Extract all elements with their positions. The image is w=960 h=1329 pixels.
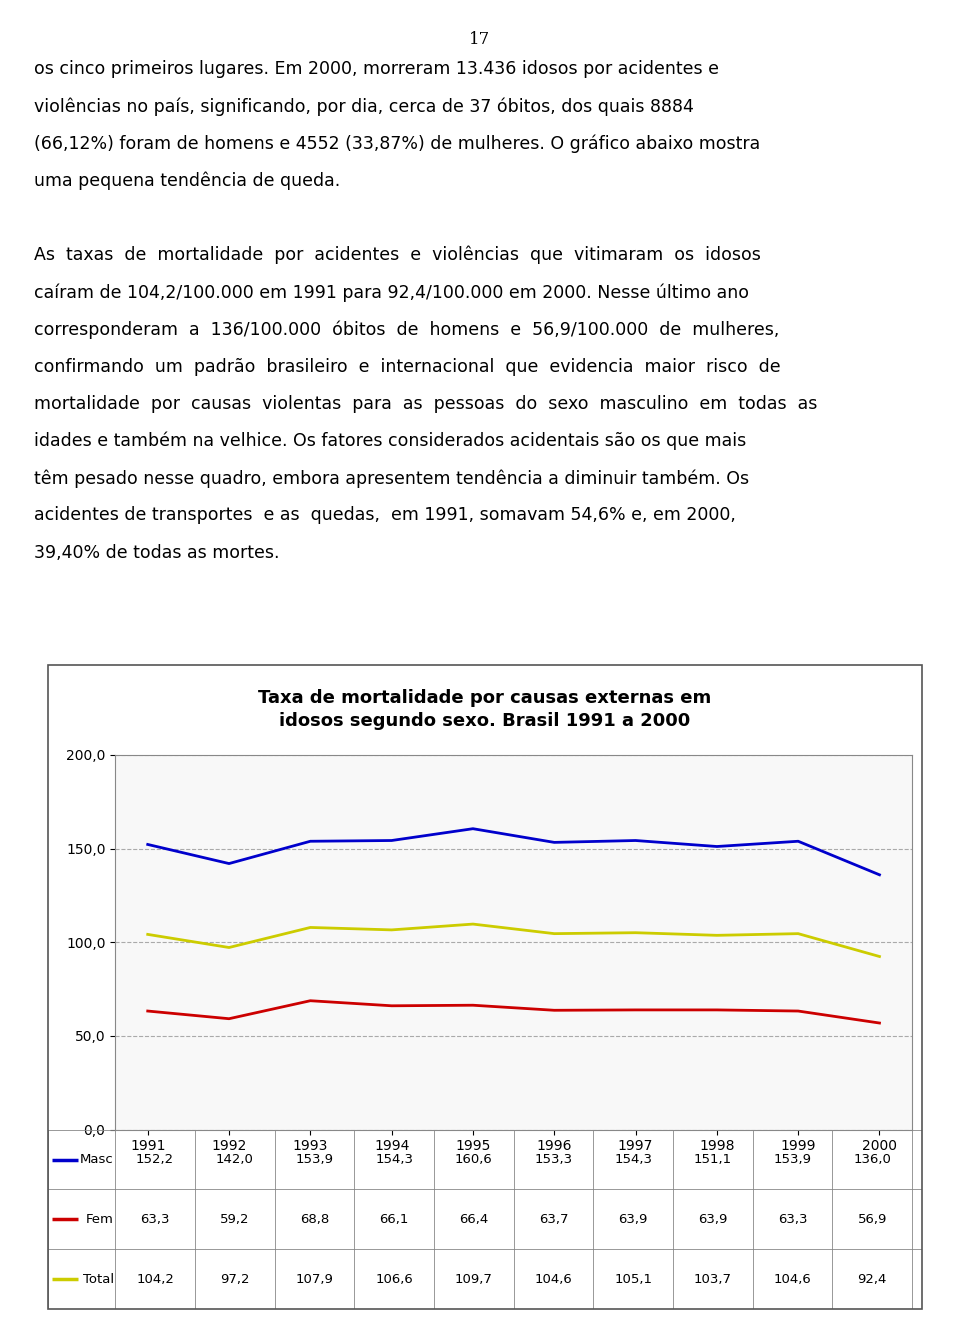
Text: 105,1: 105,1 xyxy=(614,1273,652,1285)
Text: 106,6: 106,6 xyxy=(375,1273,413,1285)
Text: 59,2: 59,2 xyxy=(220,1213,250,1225)
Text: 104,6: 104,6 xyxy=(535,1273,572,1285)
Text: 153,3: 153,3 xyxy=(535,1154,572,1166)
Text: acidentes de transportes  e as  quedas,  em 1991, somavam 54,6% e, em 2000,: acidentes de transportes e as quedas, em… xyxy=(34,506,735,525)
Text: 63,7: 63,7 xyxy=(539,1213,568,1225)
Text: 107,9: 107,9 xyxy=(296,1273,333,1285)
Text: 39,40% de todas as mortes.: 39,40% de todas as mortes. xyxy=(34,544,279,562)
Text: 142,0: 142,0 xyxy=(216,1154,253,1166)
Text: têm pesado nesse quadro, embora apresentem tendência a diminuir também. Os: têm pesado nesse quadro, embora apresent… xyxy=(34,469,749,488)
Text: Total: Total xyxy=(83,1273,114,1285)
Text: 68,8: 68,8 xyxy=(300,1213,329,1225)
Text: As  taxas  de  mortalidade  por  acidentes  e  violências  que  vitimaram  os  i: As taxas de mortalidade por acidentes e … xyxy=(34,246,760,264)
Text: 154,3: 154,3 xyxy=(375,1154,413,1166)
Text: 66,4: 66,4 xyxy=(459,1213,489,1225)
Text: uma pequena tendência de queda.: uma pequena tendência de queda. xyxy=(34,171,340,190)
Text: 153,9: 153,9 xyxy=(774,1154,811,1166)
Text: (66,12%) foram de homens e 4552 (33,87%) de mulheres. O gráfico abaixo mostra: (66,12%) foram de homens e 4552 (33,87%)… xyxy=(34,134,760,153)
Text: 104,2: 104,2 xyxy=(136,1273,174,1285)
Text: 63,9: 63,9 xyxy=(698,1213,728,1225)
Text: violências no país, significando, por dia, cerca de 37 óbitos, dos quais 8884: violências no país, significando, por di… xyxy=(34,97,693,116)
Text: 97,2: 97,2 xyxy=(220,1273,250,1285)
Text: 63,3: 63,3 xyxy=(778,1213,807,1225)
Text: 160,6: 160,6 xyxy=(455,1154,492,1166)
Text: corresponderam  a  136/100.000  óbitos  de  homens  e  56,9/100.000  de  mulhere: corresponderam a 136/100.000 óbitos de h… xyxy=(34,320,779,339)
Text: 152,2: 152,2 xyxy=(136,1154,174,1166)
Text: 109,7: 109,7 xyxy=(455,1273,492,1285)
Text: 17: 17 xyxy=(469,31,491,48)
Text: os cinco primeiros lugares. Em 2000, morreram 13.436 idosos por acidentes e: os cinco primeiros lugares. Em 2000, mor… xyxy=(34,60,719,78)
Text: 136,0: 136,0 xyxy=(853,1154,891,1166)
Text: 151,1: 151,1 xyxy=(694,1154,732,1166)
Text: 63,3: 63,3 xyxy=(140,1213,170,1225)
Text: 56,9: 56,9 xyxy=(857,1213,887,1225)
Text: Fem: Fem xyxy=(86,1213,114,1225)
Text: confirmando  um  padrão  brasileiro  e  internacional  que  evidencia  maior  ri: confirmando um padrão brasileiro e inter… xyxy=(34,358,780,376)
Text: 66,1: 66,1 xyxy=(379,1213,409,1225)
Text: 104,6: 104,6 xyxy=(774,1273,811,1285)
Text: caíram de 104,2/100.000 em 1991 para 92,4/100.000 em 2000. Nesse último ano: caíram de 104,2/100.000 em 1991 para 92,… xyxy=(34,283,749,302)
Text: mortalidade  por  causas  violentas  para  as  pessoas  do  sexo  masculino  em : mortalidade por causas violentas para as… xyxy=(34,395,817,413)
Text: 92,4: 92,4 xyxy=(857,1273,887,1285)
Text: 63,9: 63,9 xyxy=(618,1213,648,1225)
Text: 153,9: 153,9 xyxy=(296,1154,333,1166)
Text: 103,7: 103,7 xyxy=(694,1273,732,1285)
Text: 154,3: 154,3 xyxy=(614,1154,652,1166)
Text: Taxa de mortalidade por causas externas em
idosos segundo sexo. Brasil 1991 a 20: Taxa de mortalidade por causas externas … xyxy=(258,688,711,731)
Text: idades e também na velhice. Os fatores considerados acidentais são os que mais: idades e também na velhice. Os fatores c… xyxy=(34,432,746,451)
Text: Masc: Masc xyxy=(80,1154,114,1166)
